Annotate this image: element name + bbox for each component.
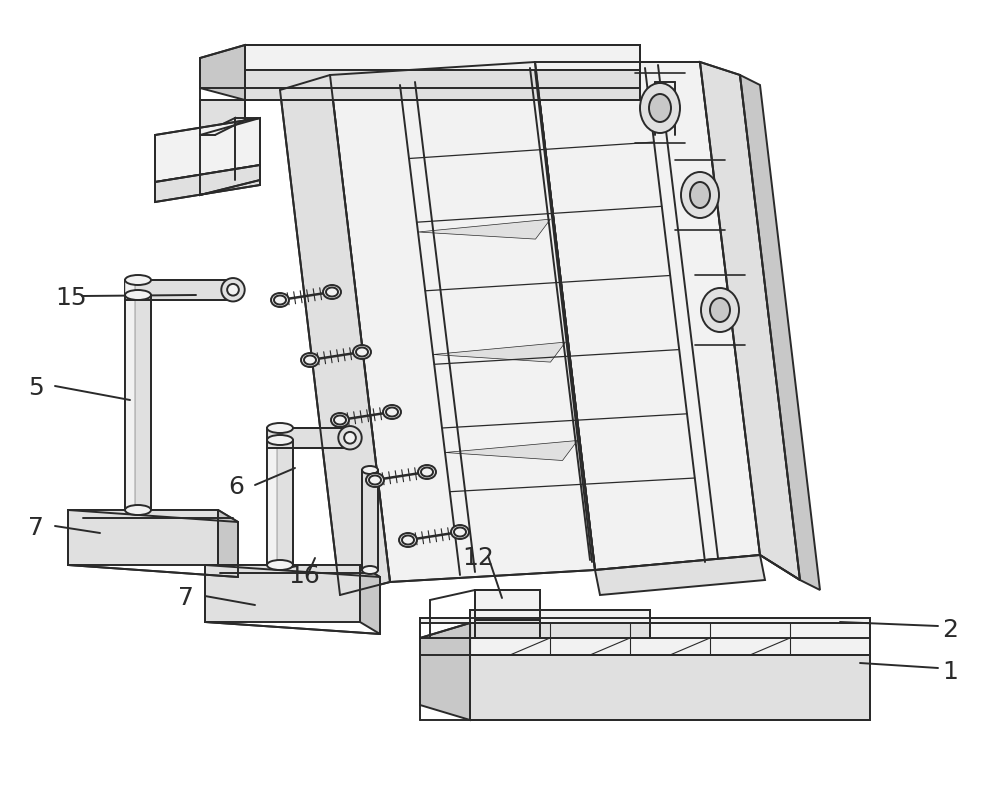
Polygon shape: [700, 62, 800, 580]
Ellipse shape: [331, 413, 349, 427]
Ellipse shape: [369, 476, 381, 484]
Ellipse shape: [690, 182, 710, 208]
Ellipse shape: [402, 535, 414, 545]
Text: 12: 12: [462, 546, 494, 570]
Polygon shape: [470, 655, 870, 720]
Ellipse shape: [267, 560, 293, 570]
Polygon shape: [470, 623, 870, 655]
Ellipse shape: [418, 465, 436, 479]
Polygon shape: [418, 219, 550, 239]
Polygon shape: [245, 70, 640, 100]
Polygon shape: [740, 75, 820, 590]
Ellipse shape: [366, 473, 384, 487]
Ellipse shape: [701, 288, 739, 332]
Ellipse shape: [334, 416, 346, 424]
Polygon shape: [445, 440, 578, 461]
Ellipse shape: [301, 353, 319, 367]
Polygon shape: [68, 510, 218, 565]
Ellipse shape: [271, 293, 289, 307]
Text: 2: 2: [942, 618, 958, 642]
Ellipse shape: [338, 426, 362, 450]
Ellipse shape: [227, 284, 239, 296]
Ellipse shape: [421, 468, 433, 476]
Polygon shape: [475, 590, 540, 620]
Ellipse shape: [649, 94, 671, 122]
Text: 1: 1: [942, 660, 958, 684]
Polygon shape: [205, 565, 360, 622]
Ellipse shape: [304, 355, 316, 365]
Polygon shape: [235, 118, 260, 180]
Polygon shape: [330, 62, 595, 582]
Text: 15: 15: [55, 286, 87, 310]
Polygon shape: [200, 45, 245, 100]
Ellipse shape: [267, 435, 293, 445]
Polygon shape: [360, 565, 380, 634]
Text: 6: 6: [228, 475, 244, 499]
Polygon shape: [595, 555, 765, 595]
Polygon shape: [433, 342, 566, 362]
Polygon shape: [68, 510, 238, 522]
Polygon shape: [267, 440, 293, 565]
Polygon shape: [280, 75, 390, 595]
Polygon shape: [362, 470, 378, 570]
Polygon shape: [267, 428, 350, 447]
Polygon shape: [125, 280, 135, 299]
Ellipse shape: [362, 466, 378, 474]
Polygon shape: [535, 62, 760, 570]
Polygon shape: [475, 620, 540, 638]
Ellipse shape: [344, 432, 356, 443]
Ellipse shape: [454, 527, 466, 537]
Ellipse shape: [353, 345, 371, 359]
Ellipse shape: [326, 288, 338, 296]
Polygon shape: [125, 295, 151, 510]
Ellipse shape: [323, 285, 341, 299]
Polygon shape: [245, 45, 640, 70]
Polygon shape: [420, 618, 870, 623]
Text: 16: 16: [288, 564, 320, 588]
Ellipse shape: [267, 423, 293, 433]
Polygon shape: [470, 623, 650, 638]
Polygon shape: [155, 118, 260, 182]
Ellipse shape: [640, 83, 680, 133]
Polygon shape: [155, 165, 260, 202]
Polygon shape: [205, 565, 380, 577]
Polygon shape: [125, 295, 135, 510]
Ellipse shape: [399, 533, 417, 547]
Polygon shape: [200, 100, 245, 135]
Ellipse shape: [710, 298, 730, 322]
Ellipse shape: [681, 172, 719, 218]
Ellipse shape: [451, 525, 469, 539]
Ellipse shape: [221, 278, 245, 302]
Polygon shape: [218, 510, 238, 577]
Polygon shape: [420, 623, 470, 720]
Polygon shape: [470, 610, 650, 623]
Ellipse shape: [383, 405, 401, 419]
Ellipse shape: [125, 505, 151, 515]
Ellipse shape: [125, 290, 151, 300]
Ellipse shape: [362, 566, 378, 574]
Ellipse shape: [386, 407, 398, 417]
Polygon shape: [267, 440, 277, 565]
Text: 7: 7: [28, 516, 44, 540]
Ellipse shape: [274, 296, 286, 304]
Text: 5: 5: [28, 376, 44, 400]
Ellipse shape: [125, 275, 151, 285]
Polygon shape: [125, 280, 233, 299]
Ellipse shape: [356, 347, 368, 357]
Polygon shape: [200, 118, 235, 195]
Text: 7: 7: [178, 586, 194, 610]
